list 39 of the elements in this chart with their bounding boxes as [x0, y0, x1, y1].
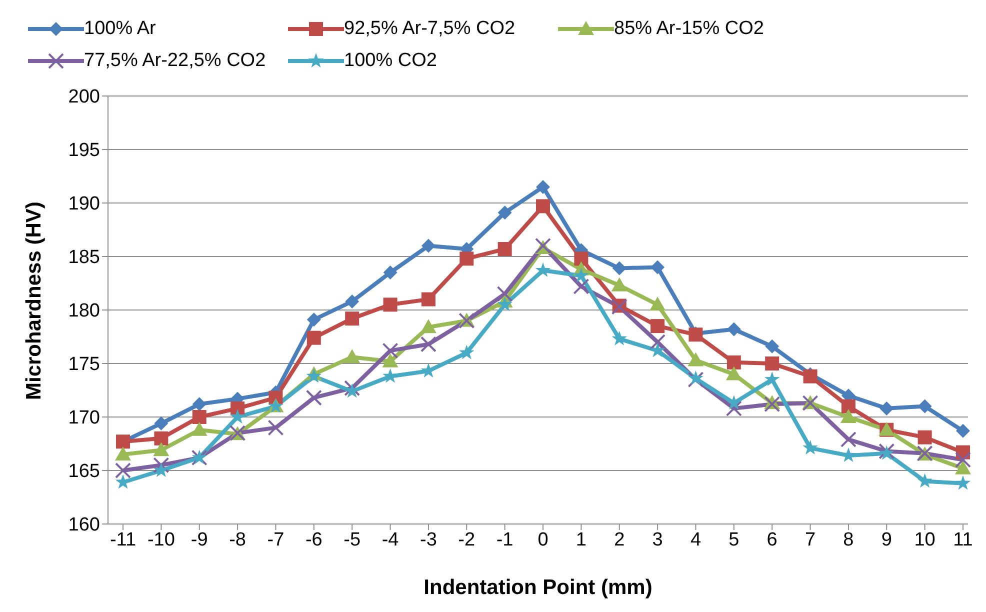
x-tick-label: 3 [652, 529, 663, 550]
x-tick-label: 10 [914, 529, 936, 550]
x-tick-label: 9 [881, 529, 892, 550]
x-tick-label: -10 [147, 529, 175, 550]
legend-label: 100% Ar [84, 18, 156, 40]
x-axis-title: Indentation Point (mm) [424, 576, 652, 599]
x-tick-label: 1 [576, 529, 586, 550]
y-axis-title: Microhardness (HV) [22, 202, 46, 400]
y-tick-label: 175 [68, 354, 100, 376]
y-tick-label: 190 [68, 194, 100, 215]
legend-label: 92,5% Ar-7,5% CO2 [344, 18, 516, 40]
y-tick-label: 185 [68, 247, 100, 268]
y-tick-label: 180 [68, 300, 100, 322]
x-tick-label: 6 [766, 529, 778, 550]
x-tick-label: -11 [110, 529, 136, 550]
legend-label: 77,5% Ar-22,5% CO2 [84, 50, 266, 72]
x-tick-label: 4 [690, 529, 702, 550]
x-tick-label: 2 [614, 529, 625, 550]
y-tick-label: 195 [68, 140, 100, 162]
legend-label: 85% Ar-15% CO2 [614, 18, 764, 40]
y-tick-label: 160 [68, 514, 100, 536]
y-tick-label: 165 [68, 461, 100, 482]
x-tick-label: 0 [538, 529, 548, 550]
x-tick-label: -3 [420, 529, 437, 550]
x-tick-label: -6 [305, 529, 322, 550]
x-tick-label: -2 [458, 529, 476, 550]
x-tick-label: -9 [190, 529, 208, 550]
x-tick-label: -5 [344, 529, 361, 550]
x-tick-label: -8 [229, 529, 246, 550]
y-tick-label: 200 [68, 86, 100, 108]
legend-label: 100% CO2 [344, 50, 437, 72]
x-tick-label: 11 [953, 529, 973, 550]
x-tick-label: 7 [804, 529, 816, 550]
y-tick-label: 170 [68, 408, 100, 429]
x-tick-label: 5 [728, 529, 740, 550]
x-tick-label: -4 [382, 529, 400, 550]
x-tick-label: -7 [267, 529, 284, 550]
x-tick-label: 8 [843, 529, 854, 550]
x-tick-label: -1 [496, 529, 514, 550]
